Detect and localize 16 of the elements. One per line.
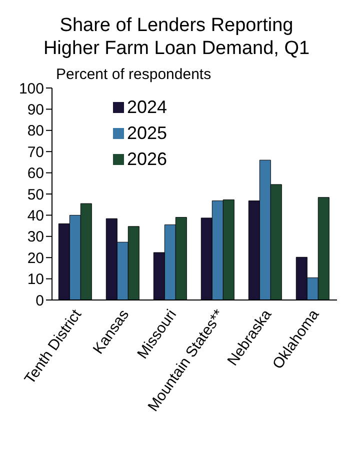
y-tick-label: 90 [27, 102, 44, 119]
legend-label: 2024 [127, 96, 168, 119]
y-tick-label: 80 [27, 122, 44, 140]
y-tick-label: 100 [18, 80, 44, 98]
y-tick-label: 20 [27, 250, 44, 267]
chart-title: Share of Lenders Reporting Higher Farm Loan Demand, Q1 [42, 14, 311, 60]
legend-label: 2025 [127, 122, 168, 145]
y-tick-label: 10 [27, 271, 44, 288]
y-tick-label: 70 [27, 144, 44, 161]
y-tick-label: 40 [27, 208, 44, 225]
legend-label: 2026 [127, 148, 168, 171]
y-tick-label: 0 [36, 292, 44, 310]
y-tick-label: 50 [27, 186, 44, 204]
y-tick-label: 30 [27, 228, 44, 246]
y-tick-label: 60 [27, 165, 44, 182]
y-axis-title: Percent of respondents [56, 66, 212, 83]
